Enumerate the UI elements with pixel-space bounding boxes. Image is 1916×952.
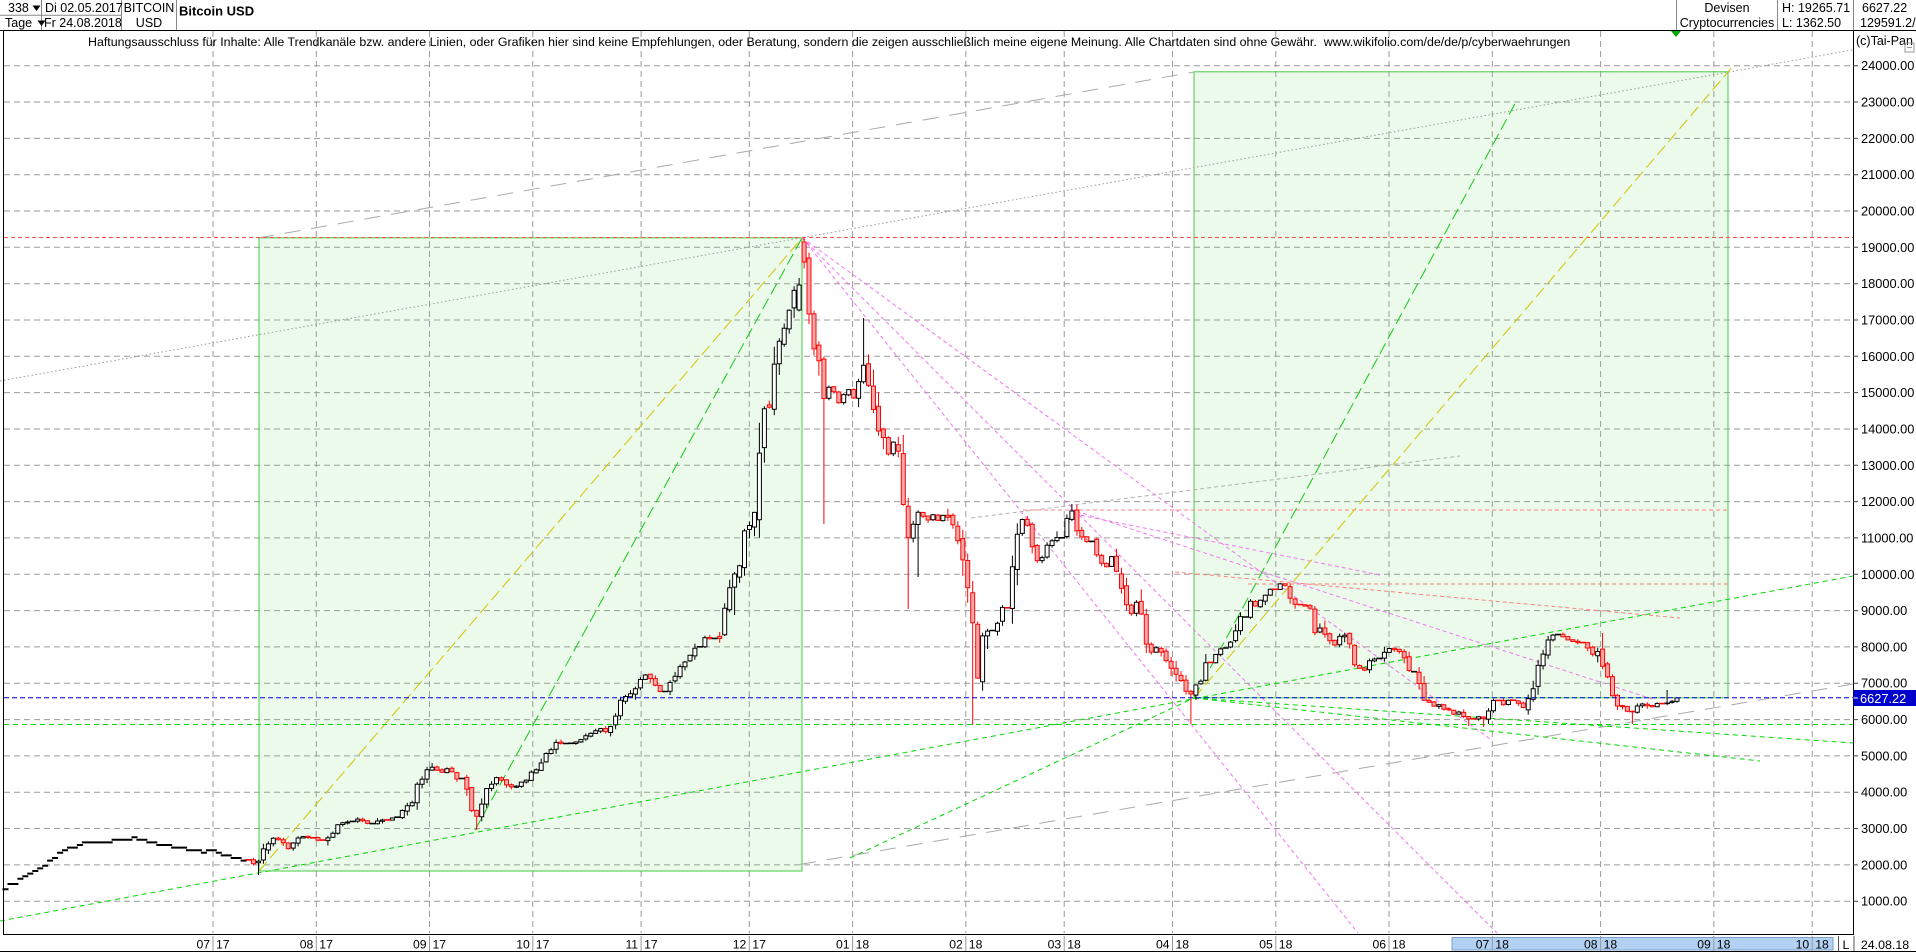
svg-text:04: 04 (1156, 938, 1170, 952)
svg-text:USD: USD (136, 16, 162, 30)
svg-text:07: 07 (1476, 938, 1490, 952)
svg-text:2000.00: 2000.00 (1861, 857, 1907, 872)
svg-text:17: 17 (752, 938, 766, 952)
svg-text:11: 11 (625, 938, 638, 952)
svg-text:Tage: Tage (5, 16, 32, 30)
svg-text:7000.00: 7000.00 (1861, 676, 1907, 691)
svg-text:5000.00: 5000.00 (1861, 748, 1907, 763)
svg-text:17: 17 (433, 938, 447, 952)
svg-text:18: 18 (856, 938, 870, 952)
svg-text:6627.22: 6627.22 (1860, 691, 1906, 706)
svg-text:(c)Tai-Pan: (c)Tai-Pan (1856, 34, 1913, 48)
svg-text:17: 17 (644, 938, 658, 952)
svg-text:08: 08 (1584, 938, 1598, 952)
svg-text:24000.00: 24000.00 (1861, 58, 1914, 73)
svg-text:H: 19265.71: H: 19265.71 (1782, 1, 1850, 15)
svg-text:14000.00: 14000.00 (1861, 421, 1914, 436)
svg-text:16000.00: 16000.00 (1861, 349, 1914, 364)
svg-text:12: 12 (733, 938, 747, 952)
svg-text:10: 10 (1796, 938, 1810, 952)
svg-text:18: 18 (1392, 938, 1406, 952)
svg-text:24.08.18: 24.08.18 (1861, 938, 1909, 952)
svg-text:09: 09 (413, 938, 427, 952)
svg-text:18: 18 (1067, 938, 1081, 952)
svg-text:4000.00: 4000.00 (1861, 785, 1907, 800)
svg-text:Bitcoin USD: Bitcoin USD (179, 4, 254, 19)
svg-text:17: 17 (319, 938, 333, 952)
svg-text:Haftungsausschluss für Inhalte: Haftungsausschluss für Inhalte: Alle Tre… (88, 35, 1570, 49)
svg-text:10000.00: 10000.00 (1861, 567, 1914, 582)
svg-text:18: 18 (1495, 938, 1509, 952)
svg-text:22000.00: 22000.00 (1861, 131, 1914, 146)
svg-text:8000.00: 8000.00 (1861, 639, 1907, 654)
svg-text:09: 09 (1697, 938, 1711, 952)
svg-text:6000.00: 6000.00 (1861, 712, 1907, 727)
svg-text:13000.00: 13000.00 (1861, 458, 1914, 473)
svg-text:06: 06 (1372, 938, 1386, 952)
svg-text:Devisen: Devisen (1704, 1, 1749, 15)
svg-text:18: 18 (969, 938, 983, 952)
svg-text:18000.00: 18000.00 (1861, 276, 1914, 291)
svg-text:L: 1362.50: L: 1362.50 (1782, 16, 1841, 30)
svg-text:1000.00: 1000.00 (1861, 894, 1907, 909)
svg-text:3000.00: 3000.00 (1861, 821, 1907, 836)
svg-text:18: 18 (1279, 938, 1293, 952)
svg-text:Fr 24.08.2018: Fr 24.08.2018 (44, 16, 122, 30)
svg-text:18: 18 (1815, 938, 1829, 952)
svg-text:19000.00: 19000.00 (1861, 240, 1914, 255)
svg-text:03: 03 (1048, 938, 1062, 952)
svg-text:Cryptocurrencies: Cryptocurrencies (1680, 16, 1774, 30)
svg-text:BITCOIN: BITCOIN (124, 1, 175, 15)
svg-text:12000.00: 12000.00 (1861, 494, 1914, 509)
svg-text:338: 338 (8, 1, 29, 15)
svg-text:6627.22: 6627.22 (1862, 1, 1907, 15)
svg-text:18: 18 (1717, 938, 1731, 952)
svg-text:15000.00: 15000.00 (1861, 385, 1914, 400)
svg-text:02: 02 (949, 938, 963, 952)
svg-text:L: L (1843, 938, 1850, 952)
svg-text:10: 10 (516, 938, 530, 952)
svg-text:17: 17 (536, 938, 550, 952)
svg-text:17: 17 (216, 938, 230, 952)
svg-text:Di 02.05.2017: Di 02.05.2017 (45, 1, 123, 15)
svg-text:20000.00: 20000.00 (1861, 204, 1914, 219)
svg-text:21000.00: 21000.00 (1861, 167, 1914, 182)
svg-text:01: 01 (836, 938, 850, 952)
svg-text:05: 05 (1259, 938, 1273, 952)
svg-text:08: 08 (300, 938, 314, 952)
svg-text:129591.2/1: 129591.2/1 (1860, 16, 1916, 30)
svg-text:11000.00: 11000.00 (1861, 530, 1913, 545)
svg-text:18: 18 (1176, 938, 1190, 952)
svg-text:23000.00: 23000.00 (1861, 95, 1914, 110)
svg-text:18: 18 (1604, 938, 1618, 952)
svg-text:17000.00: 17000.00 (1861, 312, 1914, 327)
svg-text:9000.00: 9000.00 (1861, 603, 1907, 618)
svg-text:07: 07 (196, 938, 210, 952)
